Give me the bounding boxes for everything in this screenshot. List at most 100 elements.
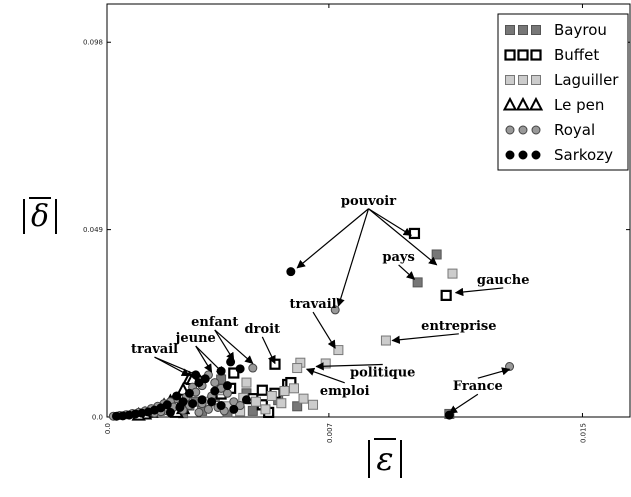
legend-marker-bayrou	[505, 25, 515, 35]
annotation-arrow	[214, 329, 254, 365]
legend-item-bayrou: Bayrou	[505, 21, 607, 39]
annotation-arrow	[195, 345, 213, 373]
point-sarkozy	[194, 378, 204, 388]
point-laguiller	[241, 377, 252, 388]
annotation-arrow	[368, 208, 413, 236]
point-sarkozy	[184, 388, 194, 398]
annotation-entreprise: entreprise	[421, 319, 496, 334]
annotation-politique: politique	[350, 365, 415, 380]
point-buffet	[408, 227, 421, 240]
point-royal	[330, 305, 340, 315]
legend-marker-bayrou	[531, 25, 541, 35]
point-sarkozy	[229, 404, 239, 414]
annotation-jeune: jeune	[175, 331, 216, 346]
y-tick-label: 0.098	[83, 39, 103, 47]
point-laguiller	[333, 345, 344, 356]
point-laguiller	[266, 390, 277, 401]
point-sarkozy	[188, 399, 198, 409]
legend-item-le-pen: Le pen	[502, 96, 604, 114]
annotation-france: France	[453, 379, 503, 394]
legend-item-buffet: Buffet	[504, 46, 599, 64]
annotation-arrow	[448, 393, 479, 414]
point-sarkozy	[197, 395, 207, 405]
point-sarkozy	[172, 391, 182, 401]
y-tick-label: 0.049	[83, 226, 103, 234]
legend-marker-laguiller	[518, 75, 528, 85]
point-sarkozy	[175, 402, 185, 412]
annotation-pays: pays	[382, 250, 414, 265]
annotation-arrow	[296, 208, 369, 269]
annotation-travail: travail	[131, 342, 178, 357]
point-buffet	[269, 358, 281, 370]
legend-label-sarkozy: Sarkozy	[554, 146, 613, 164]
point-laguiller	[447, 268, 458, 279]
point-sarkozy	[207, 397, 217, 407]
point-sarkozy	[235, 364, 245, 374]
y-axis-label: δ	[10, 190, 70, 242]
point-sarkozy	[286, 267, 296, 277]
annotation-enfant: enfant	[191, 315, 238, 330]
annotation-arrow	[214, 329, 235, 362]
point-laguiller	[276, 398, 287, 409]
legend-marker-buffet	[504, 49, 516, 61]
legend-marker-sarkozy	[505, 150, 515, 160]
y-tick-label: 0.0	[92, 414, 103, 422]
annotation-arrow	[261, 336, 276, 365]
legend-box	[497, 13, 629, 171]
annotation-layer: pouvoir pays gauche entreprise travail politi…	[131, 194, 530, 414]
annotation-arrow	[391, 333, 459, 344]
legend-marker-sarkozy	[518, 150, 528, 160]
legend-label-bayrou: Bayrou	[554, 21, 607, 39]
point-sarkozy	[210, 386, 220, 396]
annotation-arrow	[477, 367, 511, 379]
point-laguiller	[298, 393, 309, 404]
point-sarkozy	[444, 410, 454, 420]
legend-marker-bayrou	[518, 25, 528, 35]
annotation-arrow	[398, 264, 416, 280]
legend-marker-sarkozy	[531, 150, 541, 160]
point-laguiller	[279, 385, 290, 396]
point-laguiller	[250, 396, 261, 407]
annotation-arrow	[305, 367, 345, 384]
annotation-droit: droit	[245, 322, 281, 337]
legend-marker-royal	[518, 125, 528, 135]
annotation-travail: travail	[289, 297, 336, 312]
legend-marker-royal	[531, 125, 541, 135]
point-laguiller	[308, 399, 319, 410]
legend: Bayrou Buffet Laguiller Le pen Royal Sarkozy	[497, 13, 629, 171]
legend-label-le-pen: Le pen	[554, 96, 604, 114]
point-sarkozy	[112, 411, 122, 421]
point-bayrou	[431, 249, 442, 260]
point-laguiller	[380, 335, 391, 346]
x-axis-label: ε	[350, 428, 420, 490]
x-tick-label: 0.007	[326, 423, 334, 443]
point-sarkozy	[165, 407, 175, 417]
legend-label-laguiller: Laguiller	[554, 71, 619, 89]
annotation-arrow	[154, 356, 203, 379]
point-laguiller	[292, 363, 303, 374]
annotation-gauche: gauche	[477, 273, 530, 288]
point-bayrou	[247, 405, 258, 416]
annotation-arrow	[454, 287, 504, 297]
annotation-arrow	[315, 362, 383, 371]
point-buffet	[228, 367, 240, 379]
annotation-arrow	[195, 345, 225, 375]
point-bayrou	[292, 401, 303, 412]
series-sarkozy	[112, 267, 454, 421]
legend-marker-le-pen	[528, 96, 544, 111]
x-tick-label: 0.015	[579, 423, 587, 443]
legend-marker-buffet	[530, 49, 542, 61]
legend-marker-buffet	[517, 49, 529, 61]
legend-item-laguiller: Laguiller	[505, 71, 619, 89]
point-laguiller	[260, 404, 271, 415]
point-sarkozy	[241, 395, 251, 405]
point-sarkozy	[222, 381, 232, 391]
annotation-emploi: emploi	[320, 384, 370, 399]
legend-marker-laguiller	[531, 75, 541, 85]
legend-marker-le-pen	[515, 96, 531, 111]
point-royal	[248, 363, 258, 373]
point-laguiller	[289, 383, 300, 394]
annotation-arrow	[312, 311, 336, 349]
legend-marker-royal	[505, 125, 515, 135]
